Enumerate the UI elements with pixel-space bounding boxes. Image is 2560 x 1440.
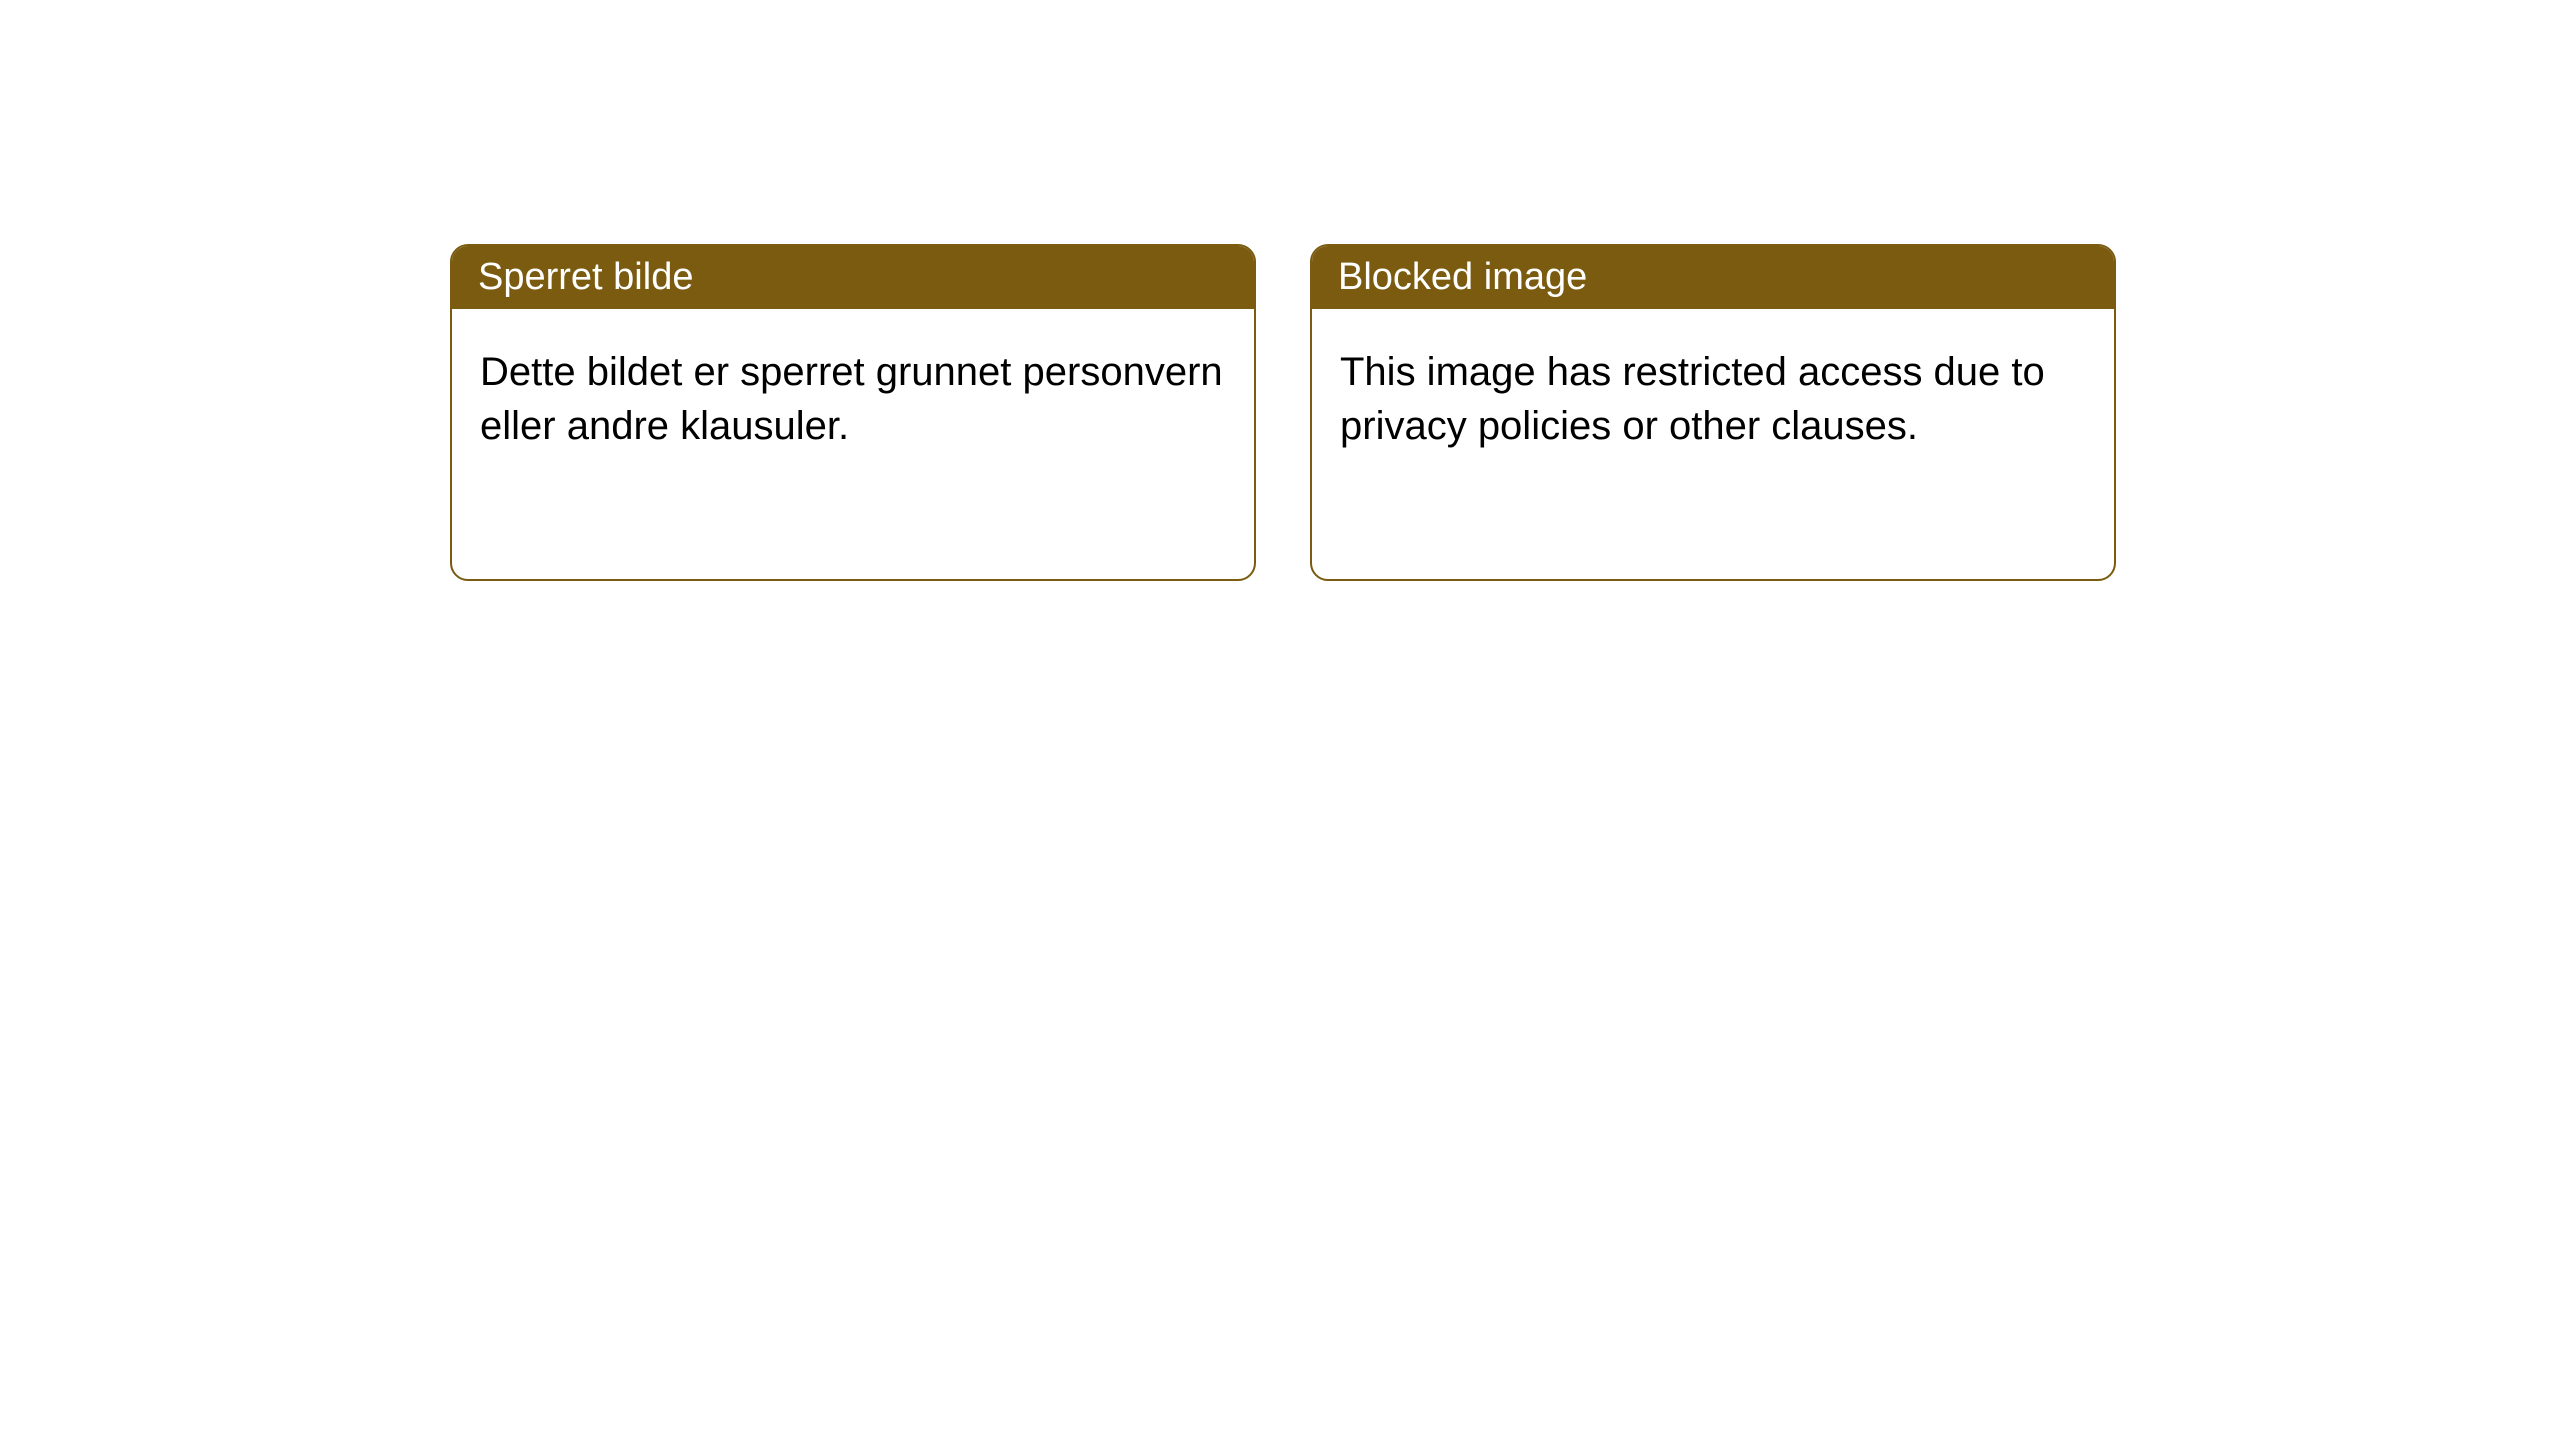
notice-container: Sperret bilde Dette bildet er sperret gr… [0, 0, 2560, 581]
card-header-en: Blocked image [1312, 246, 2114, 309]
card-body-no: Dette bildet er sperret grunnet personve… [452, 309, 1254, 579]
blocked-image-card-en: Blocked image This image has restricted … [1310, 244, 2116, 581]
card-body-en: This image has restricted access due to … [1312, 309, 2114, 579]
card-header-no: Sperret bilde [452, 246, 1254, 309]
blocked-image-card-no: Sperret bilde Dette bildet er sperret gr… [450, 244, 1256, 581]
